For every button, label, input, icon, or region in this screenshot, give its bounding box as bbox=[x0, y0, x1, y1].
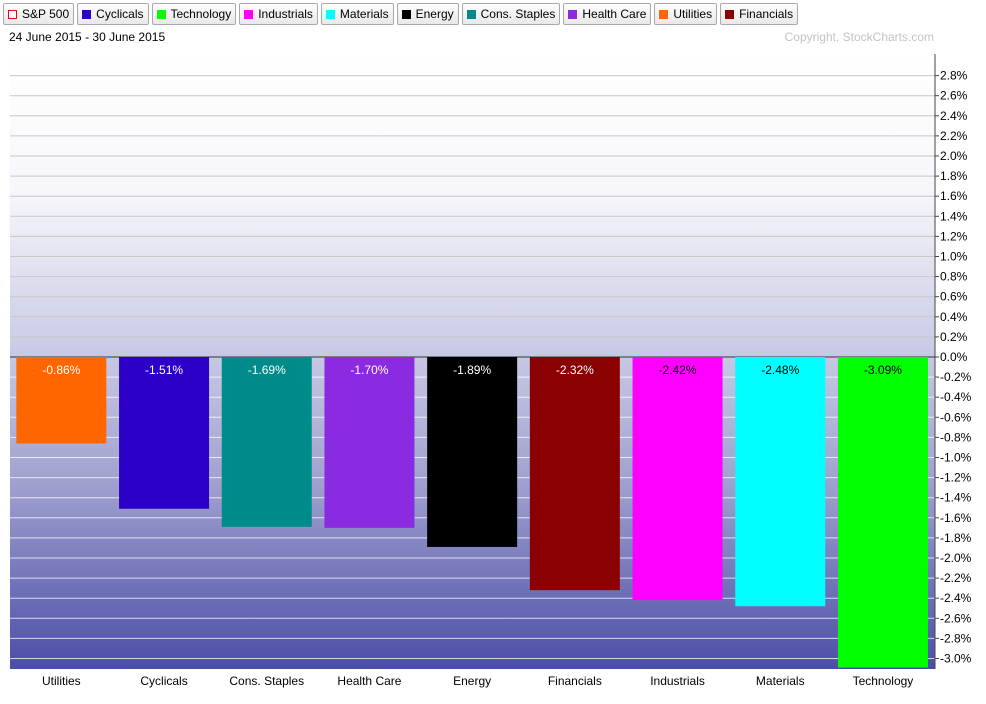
y-tick-label: -3.0% bbox=[940, 652, 972, 666]
legend-swatch bbox=[466, 9, 476, 19]
bar-health-care bbox=[324, 357, 415, 528]
y-tick-label: -2.6% bbox=[940, 611, 972, 625]
legend-label: Industrials bbox=[258, 7, 313, 21]
bar-value-label: -1.89% bbox=[453, 363, 491, 377]
y-tick-label: -2.8% bbox=[940, 631, 972, 645]
legend-toggle-financials[interactable]: Financials bbox=[720, 3, 799, 25]
y-tick-label: -1.8% bbox=[940, 531, 972, 545]
legend-swatch bbox=[659, 9, 669, 19]
y-tick-label: 2.4% bbox=[940, 109, 968, 123]
y-tick-label: -1.6% bbox=[940, 511, 972, 525]
y-axis-ticks: 2.8% 2.6% 2.4% 2.2% 2.0% 1.8% 1.6% 1.4% 1.2% 1.0%… bbox=[935, 69, 972, 666]
y-tick-label: -2.4% bbox=[940, 591, 972, 605]
legend-toggle-cyclicals[interactable]: Cyclicals bbox=[77, 3, 149, 25]
bar-value-label: -2.42% bbox=[659, 363, 697, 377]
legend-toggle-energy[interactable]: Energy bbox=[396, 3, 459, 25]
legend-toggle-s-p-500[interactable]: S&P 500 bbox=[3, 3, 75, 25]
y-tick-label: 0.4% bbox=[940, 310, 968, 324]
legend-toggle-cons-staples[interactable]: Cons. Staples bbox=[461, 3, 561, 25]
y-tick-label: 2.0% bbox=[940, 149, 968, 163]
bar-materials bbox=[735, 357, 826, 607]
legend-swatch bbox=[8, 9, 17, 19]
legend-label: Cons. Staples bbox=[480, 7, 556, 21]
y-tick-label: -0.2% bbox=[940, 370, 972, 384]
y-tick-label: 1.4% bbox=[940, 209, 968, 223]
x-category-label: Materials bbox=[756, 674, 805, 688]
y-tick-label: -0.8% bbox=[940, 430, 972, 444]
legend-toggle-materials[interactable]: Materials bbox=[320, 3, 394, 25]
y-tick-label: 0.6% bbox=[940, 290, 968, 304]
legend-swatch bbox=[401, 9, 411, 19]
x-category-label: Industrials bbox=[650, 674, 705, 688]
legend-swatch bbox=[325, 9, 335, 19]
y-tick-label: -1.0% bbox=[940, 451, 972, 465]
x-category-label: Cyclicals bbox=[140, 674, 187, 688]
bar-utilities bbox=[16, 357, 107, 444]
legend-label: Materials bbox=[339, 7, 389, 21]
y-tick-label: -1.2% bbox=[940, 471, 972, 485]
bar-cyclicals bbox=[119, 357, 210, 509]
bar-financials bbox=[529, 357, 620, 591]
legend-label: Health Care bbox=[582, 7, 647, 21]
bar-value-label: -3.09% bbox=[864, 363, 902, 377]
bar-value-label: -1.70% bbox=[350, 363, 388, 377]
y-tick-label: 0.2% bbox=[940, 330, 968, 344]
copyright-notice: Copyright, StockCharts.com bbox=[784, 30, 934, 44]
legend-swatch bbox=[82, 9, 92, 19]
bar-value-label: -2.32% bbox=[556, 363, 594, 377]
x-axis-labels: Utilities Cyclicals Cons. Staples Health Ca… bbox=[42, 674, 913, 688]
y-tick-label: 1.0% bbox=[940, 250, 968, 264]
y-tick-label: 0.8% bbox=[940, 270, 968, 284]
legend-label: Cyclicals bbox=[96, 7, 144, 21]
y-tick-label: -1.4% bbox=[940, 491, 972, 505]
y-tick-label: 2.2% bbox=[940, 129, 968, 143]
y-tick-label: -0.4% bbox=[940, 390, 972, 404]
bar-technology bbox=[837, 357, 928, 668]
legend-toggle-technology[interactable]: Technology bbox=[151, 3, 237, 25]
bar-value-label: -2.48% bbox=[761, 363, 799, 377]
legend-label: Financials bbox=[739, 7, 794, 21]
y-tick-label: 0.0% bbox=[940, 350, 968, 364]
x-category-label: Health Care bbox=[337, 674, 401, 688]
y-tick-label: 2.6% bbox=[940, 89, 968, 103]
y-tick-label: -0.6% bbox=[940, 410, 972, 424]
x-category-label: Technology bbox=[853, 674, 914, 688]
legend-label: Utilities bbox=[673, 7, 713, 21]
y-tick-label: 1.2% bbox=[940, 229, 968, 243]
bar-value-label: -1.51% bbox=[145, 363, 183, 377]
bar-energy bbox=[427, 357, 518, 547]
legend-label: S&P 500 bbox=[22, 7, 70, 21]
legend-swatch bbox=[568, 9, 578, 19]
legend-swatch bbox=[725, 9, 735, 19]
y-tick-label: -2.2% bbox=[940, 571, 972, 585]
legend-swatch bbox=[244, 9, 254, 19]
bars: -0.86% -1.51% -1.69% -1.70% -1.89% -2.32% -2.4… bbox=[16, 357, 928, 668]
x-category-label: Utilities bbox=[42, 674, 81, 688]
y-tick-label: -2.0% bbox=[940, 551, 972, 565]
y-tick-label: 1.6% bbox=[940, 189, 968, 203]
y-tick-label: 1.8% bbox=[940, 169, 968, 183]
y-tick-label: 2.8% bbox=[940, 69, 968, 83]
x-category-label: Financials bbox=[548, 674, 602, 688]
bar-cons-staples bbox=[221, 357, 312, 527]
series-legend: S&P 500 Cyclicals Technology Industrials Mat… bbox=[0, 0, 986, 28]
bar-value-label: -1.69% bbox=[248, 363, 286, 377]
legend-label: Energy bbox=[415, 7, 454, 21]
legend-toggle-utilities[interactable]: Utilities bbox=[654, 3, 718, 25]
date-range: 24 June 2015 - 30 June 2015 bbox=[9, 30, 166, 44]
legend-toggle-industrials[interactable]: Industrials bbox=[239, 3, 318, 25]
bar-value-label: -0.86% bbox=[42, 363, 80, 377]
bar-industrials bbox=[632, 357, 723, 601]
legend-label: Technology bbox=[170, 7, 232, 21]
x-category-label: Energy bbox=[453, 674, 491, 688]
legend-toggle-health-care[interactable]: Health Care bbox=[563, 3, 652, 25]
legend-swatch bbox=[156, 9, 166, 19]
x-category-label: Cons. Staples bbox=[229, 674, 304, 688]
